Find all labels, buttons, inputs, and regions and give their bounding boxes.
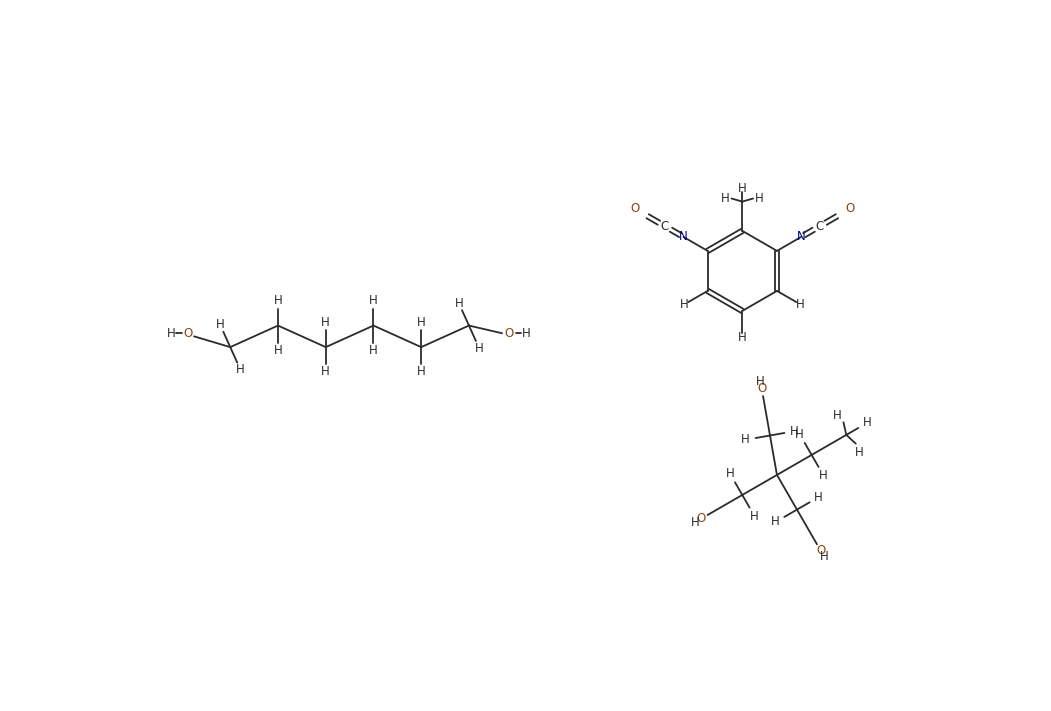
Text: H: H [680, 298, 688, 311]
Text: H: H [475, 341, 483, 355]
Text: H: H [790, 424, 799, 438]
Text: H: H [725, 467, 735, 480]
Text: O: O [183, 327, 192, 340]
Text: N: N [679, 230, 687, 243]
Text: H: H [854, 446, 863, 459]
Text: H: H [796, 428, 804, 441]
Text: O: O [817, 545, 825, 557]
Text: H: H [417, 316, 426, 329]
Text: H: H [454, 296, 463, 309]
Text: O: O [631, 203, 640, 215]
Text: H: H [832, 409, 842, 422]
Text: H: H [819, 469, 828, 482]
Text: H: H [521, 327, 531, 340]
Text: H: H [756, 375, 765, 388]
Text: H: H [273, 343, 283, 357]
Text: H: H [236, 363, 245, 376]
Text: H: H [741, 433, 750, 447]
Text: C: C [816, 220, 824, 232]
Text: H: H [322, 316, 330, 329]
Text: C: C [661, 220, 669, 232]
Text: H: H [796, 298, 805, 311]
Text: H: H [721, 192, 729, 205]
Text: H: H [273, 294, 283, 307]
Text: H: H [820, 550, 828, 563]
Text: H: H [322, 365, 330, 378]
Text: O: O [845, 203, 854, 215]
Text: H: H [215, 318, 225, 331]
Text: H: H [738, 331, 746, 344]
Text: H: H [863, 416, 872, 429]
Text: N: N [798, 230, 806, 243]
Text: H: H [755, 192, 764, 205]
Text: O: O [757, 382, 766, 395]
Text: H: H [771, 515, 780, 528]
Text: H: H [750, 510, 759, 523]
Text: H: H [691, 515, 699, 529]
Text: H: H [369, 294, 378, 307]
Text: H: H [738, 182, 746, 195]
Text: O: O [697, 513, 705, 525]
Text: O: O [504, 327, 514, 340]
Text: H: H [369, 343, 378, 357]
Text: H: H [167, 327, 176, 340]
Text: H: H [417, 365, 426, 378]
Text: H: H [813, 491, 823, 504]
